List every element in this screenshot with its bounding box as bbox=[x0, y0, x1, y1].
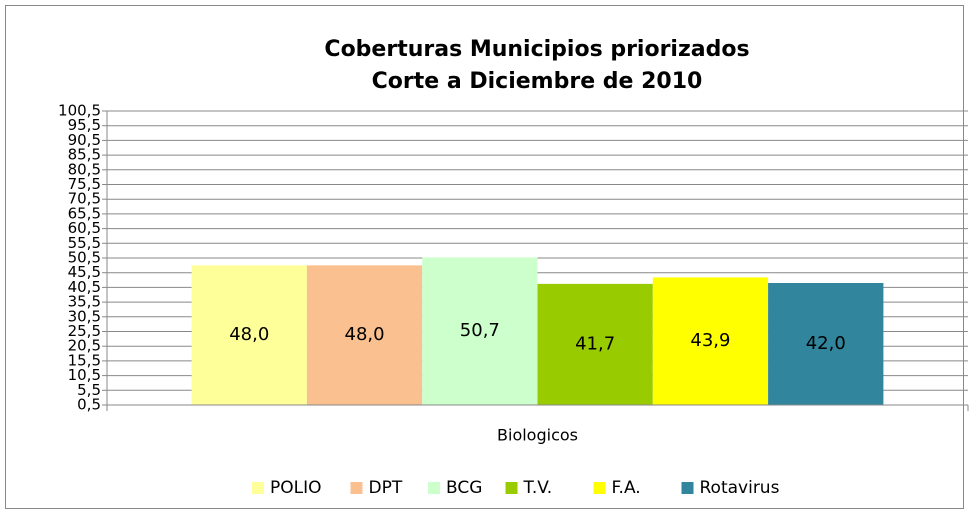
x-tick-label: Biologicos bbox=[497, 426, 578, 445]
y-tick-label: 50,5 bbox=[68, 249, 101, 267]
legend-label: BCG bbox=[446, 478, 482, 498]
chart-subtitle: Corte a Diciembre de 2010 bbox=[372, 69, 703, 94]
value-label: 43,9 bbox=[690, 330, 730, 351]
y-tick-label: 80,5 bbox=[68, 160, 101, 178]
legend-label: DPT bbox=[369, 478, 403, 498]
y-tick-label: 60,5 bbox=[68, 219, 101, 237]
chart-border bbox=[5, 5, 964, 509]
value-label: 41,7 bbox=[575, 333, 615, 354]
legend-swatch bbox=[593, 482, 606, 494]
value-label: 48,0 bbox=[345, 324, 385, 345]
legend-swatch bbox=[252, 482, 264, 494]
legend-swatch bbox=[505, 482, 518, 494]
y-tick-label: 70,5 bbox=[68, 190, 101, 208]
legend-swatch bbox=[681, 482, 694, 494]
legend-swatch bbox=[350, 482, 363, 494]
y-tick-label: 10,5 bbox=[68, 366, 101, 384]
y-tick-label: 5,5 bbox=[77, 381, 101, 399]
value-label: 48,0 bbox=[229, 324, 269, 345]
y-tick-label: 15,5 bbox=[68, 351, 101, 369]
y-tick-label: 0,5 bbox=[77, 396, 101, 414]
y-tick-label: 75,5 bbox=[68, 175, 101, 193]
legend-label: T.V. bbox=[523, 478, 553, 498]
legend-swatch bbox=[428, 482, 440, 494]
y-tick-label: 85,5 bbox=[68, 146, 101, 164]
y-tick-label: 25,5 bbox=[68, 322, 101, 340]
bar bbox=[306, 265, 423, 405]
legend-label: Rotavirus bbox=[700, 478, 780, 498]
legend-label: POLIO bbox=[270, 478, 322, 498]
bar bbox=[537, 283, 653, 405]
y-tick-label: 90,5 bbox=[68, 131, 101, 149]
bar bbox=[768, 282, 884, 405]
y-tick-label: 55,5 bbox=[68, 234, 101, 252]
y-tick-label: 95,5 bbox=[68, 116, 101, 134]
y-tick-label: 20,5 bbox=[68, 337, 101, 355]
value-label: 42,0 bbox=[806, 333, 846, 354]
bar bbox=[422, 257, 538, 405]
y-tick-label: 35,5 bbox=[68, 293, 101, 311]
y-tick-label: 45,5 bbox=[68, 263, 101, 281]
value-label: 50,7 bbox=[460, 320, 500, 341]
chart-title: Coberturas Municipios priorizados bbox=[324, 37, 749, 62]
y-tick-label: 65,5 bbox=[68, 204, 101, 222]
y-tick-label: 30,5 bbox=[68, 307, 101, 325]
y-tick-label: 100,5 bbox=[58, 102, 101, 120]
legend-label: F.A. bbox=[612, 478, 641, 498]
bar bbox=[191, 265, 307, 405]
bar bbox=[652, 277, 769, 405]
y-tick-label: 40,5 bbox=[68, 278, 101, 296]
